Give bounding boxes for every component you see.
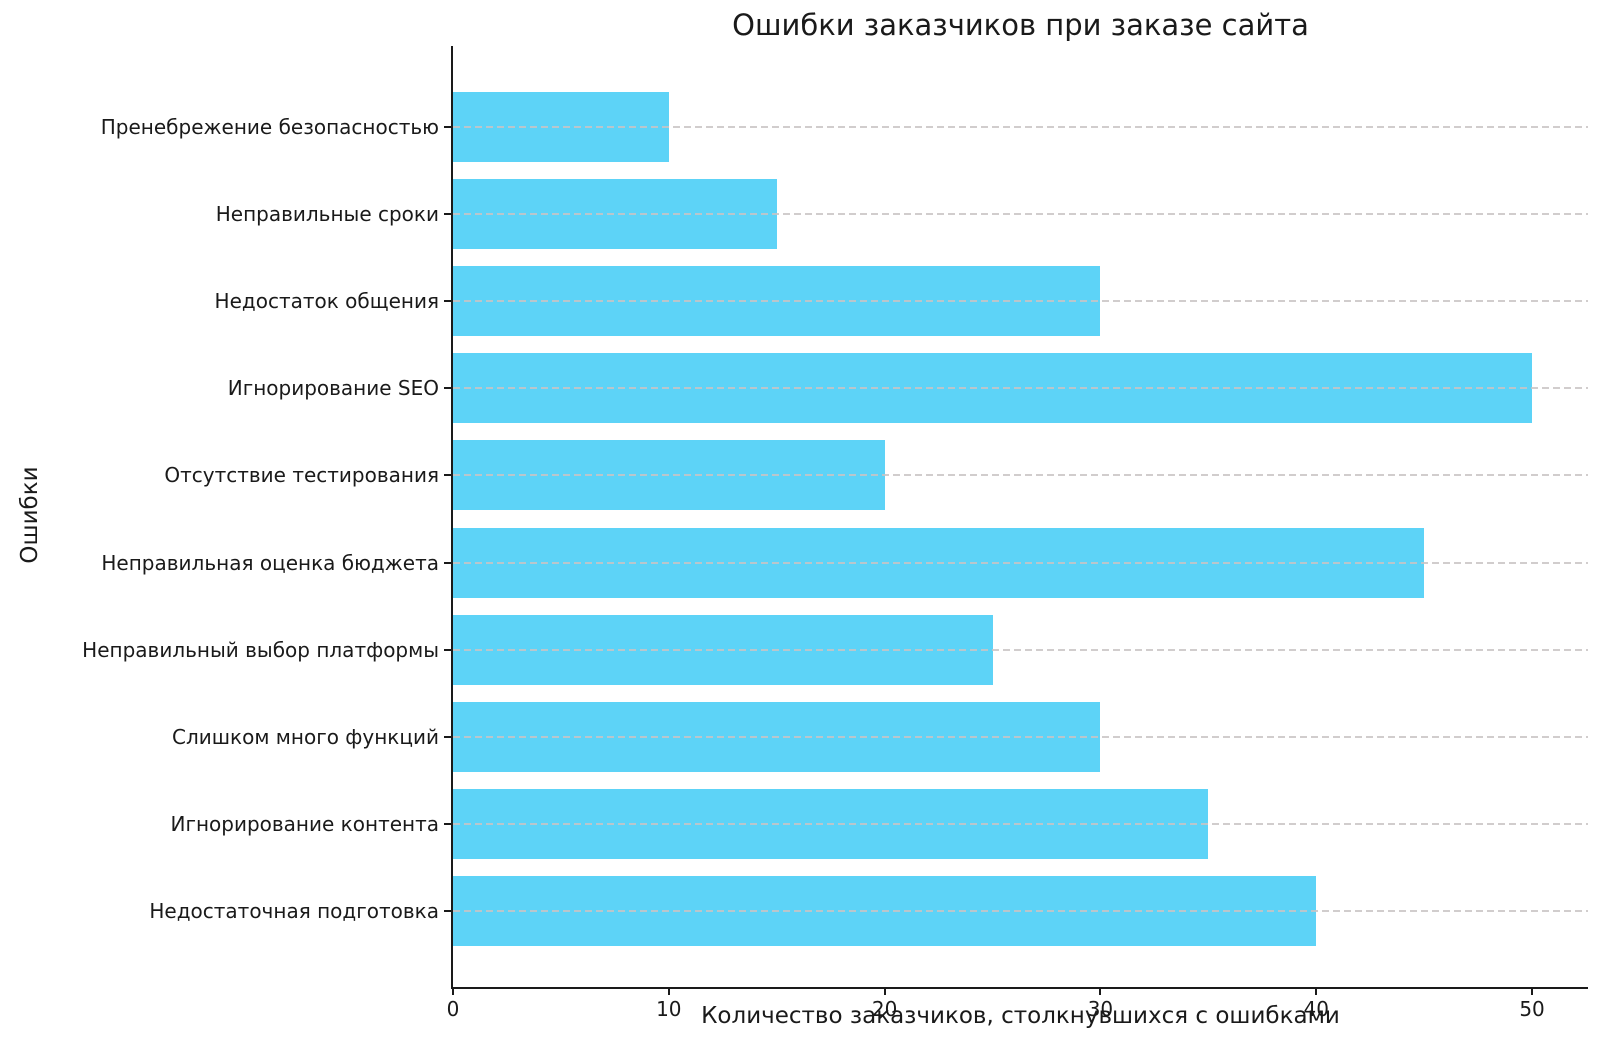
x-tick-mark <box>1099 989 1102 995</box>
gridline <box>453 909 1588 912</box>
x-tick-label: 50 <box>1519 997 1545 1021</box>
y-tick-mark <box>444 735 451 738</box>
plot-area: Пренебрежение безопасностью Неправильные … <box>82 46 1588 1021</box>
x-tick-label: 20 <box>871 997 898 1021</box>
y-tick-mark <box>444 213 451 216</box>
y-tick-mark <box>444 822 451 825</box>
y-tick-mark <box>444 909 451 912</box>
gridline <box>453 822 1588 825</box>
gridline <box>453 126 1588 128</box>
gridline <box>453 648 1588 651</box>
y-tick-mark <box>444 648 451 651</box>
category-label: Неправильная оценка бюджета <box>101 550 439 575</box>
x-axis-label: Количество заказчиков, столкнувшихся с о… <box>701 1003 1340 1029</box>
category-label: Слишком много функций <box>171 724 439 749</box>
x-tick-label: 40 <box>1303 997 1329 1021</box>
category-label: Неправильный выбор платформы <box>82 637 439 662</box>
x-tick-mark <box>1531 989 1534 995</box>
x-tick-mark <box>1315 989 1318 995</box>
y-tick-mark <box>444 300 451 303</box>
x-tick-label: 10 <box>656 997 682 1021</box>
category-label: Пренебрежение безопасностью <box>100 115 439 139</box>
category-label: Отсутствие тестирования <box>164 463 439 488</box>
y-tick-mark <box>444 561 451 564</box>
category-label: Недостаток общения <box>214 289 439 314</box>
gridline <box>453 561 1588 564</box>
gridline <box>453 474 1588 477</box>
x-tick-label: 0 <box>446 997 460 1021</box>
x-tick-label: 30 <box>1087 997 1114 1021</box>
y-tick-mark <box>444 474 451 477</box>
y-tick-mark <box>444 126 451 128</box>
gridline <box>453 735 1588 738</box>
category-label: Недостаточная подготовка <box>149 898 439 923</box>
x-tick-mark <box>452 989 454 995</box>
category-label: Игнорирование SEO <box>227 376 439 401</box>
y-tick-mark <box>444 387 451 390</box>
x-tick-mark <box>883 989 886 995</box>
gridline <box>453 387 1588 390</box>
x-tick-mark <box>667 989 670 995</box>
y-axis-label: Ошибки <box>17 466 43 564</box>
chart-title: Ошибки заказчиков при заказе сайта <box>732 8 1309 42</box>
gridline <box>453 300 1588 303</box>
category-label: Игнорирование контента <box>170 811 439 836</box>
gridline <box>453 213 1588 216</box>
category-label: Неправильные сроки <box>215 202 439 227</box>
